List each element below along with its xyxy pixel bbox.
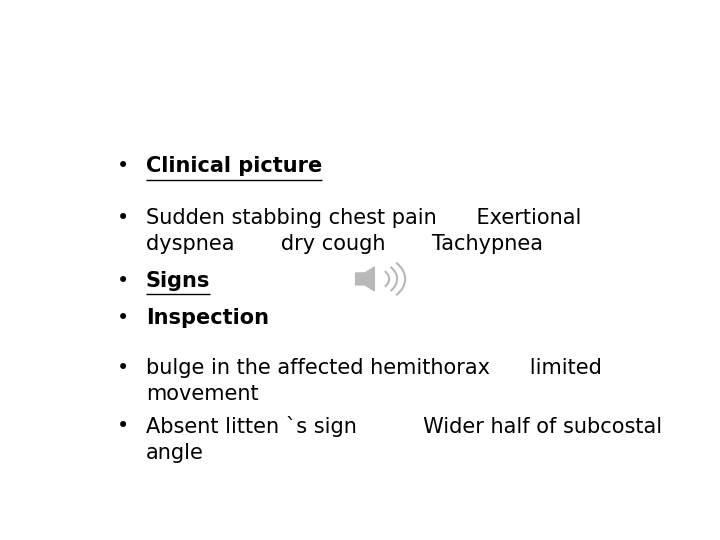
Polygon shape: [356, 267, 374, 291]
Text: bulge in the affected hemithorax      limited
movement: bulge in the affected hemithorax limited…: [145, 358, 602, 403]
Text: •: •: [117, 358, 130, 378]
Text: Sudden stabbing chest pain      Exertional
dyspnea       dry cough       Tachypn: Sudden stabbing chest pain Exertional dy…: [145, 208, 581, 254]
Text: •: •: [117, 271, 130, 291]
Text: •: •: [117, 416, 130, 436]
Text: •: •: [117, 308, 130, 328]
Text: Inspection: Inspection: [145, 308, 269, 328]
Text: •: •: [117, 208, 130, 228]
Text: Signs: Signs: [145, 271, 210, 291]
Text: Clinical picture: Clinical picture: [145, 156, 322, 176]
Text: •: •: [117, 156, 130, 176]
Text: Absent litten `s sign          Wider half of subcostal
angle: Absent litten `s sign Wider half of subc…: [145, 416, 662, 463]
